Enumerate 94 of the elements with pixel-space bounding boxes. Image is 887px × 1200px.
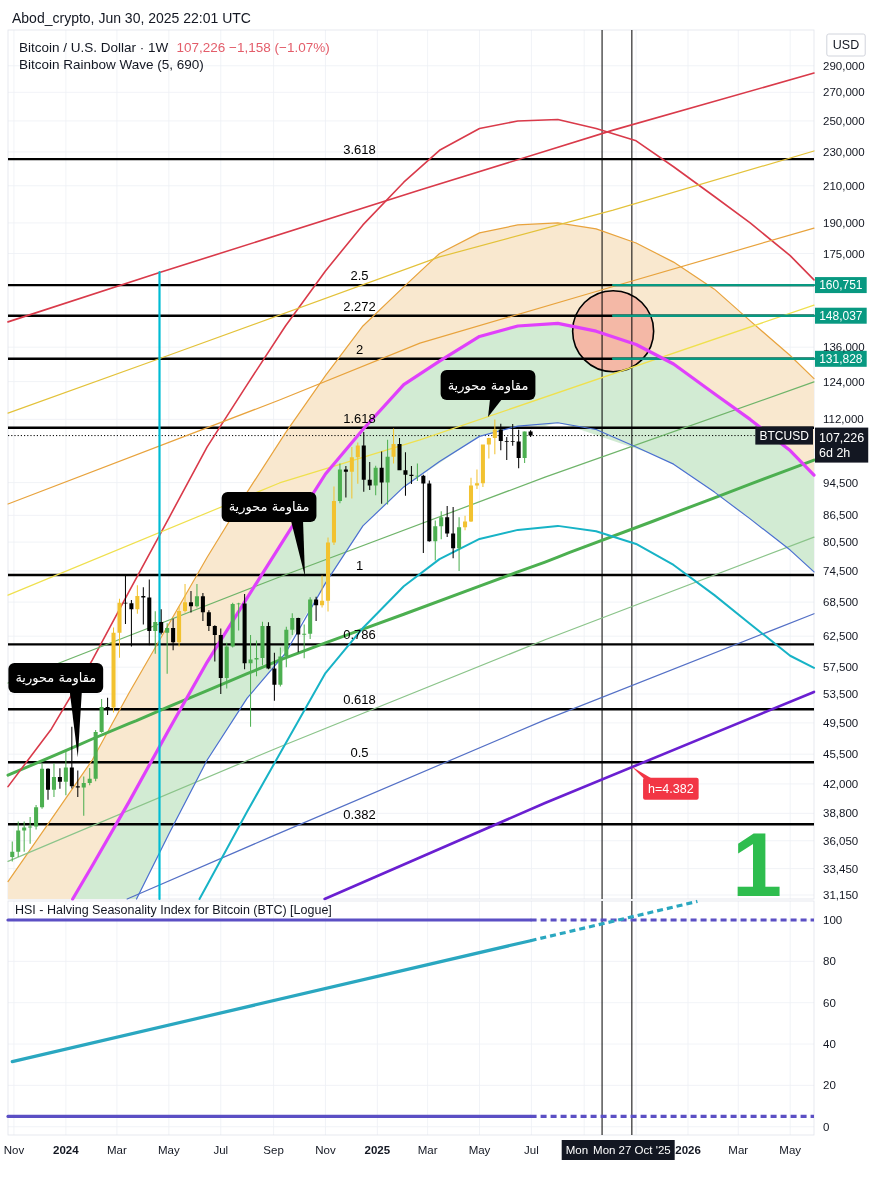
y-tick-label: 190,000 <box>823 216 865 229</box>
x-tick-label: Nov <box>315 1144 336 1156</box>
annotation: 3.618 <box>343 142 376 158</box>
y-tick-label: 57,500 <box>823 661 859 674</box>
candlestick <box>254 640 259 677</box>
annotation: مقاومة محورية <box>447 377 529 394</box>
y-tick-label: 68,500 <box>823 596 859 609</box>
text: 107,226 <box>819 430 865 445</box>
candlestick <box>415 463 420 481</box>
annotation: 0.5 <box>350 745 369 761</box>
y-tick-label: 250,000 <box>823 114 865 127</box>
data-label: 148,037 <box>819 308 863 323</box>
x-tick-label: Mar <box>728 1144 749 1156</box>
x-tick-label: May <box>779 1144 802 1156</box>
y-tick-label: 270,000 <box>823 86 865 99</box>
candlestick <box>474 469 479 490</box>
candlestick <box>28 817 33 844</box>
data-label: 131,828 <box>819 351 863 366</box>
y-tick-label: 45,500 <box>823 748 859 761</box>
annotation: 0.382 <box>343 807 376 823</box>
annotation: 2.272 <box>343 298 376 314</box>
y-tick-label: 60 <box>823 996 836 1009</box>
candlestick <box>421 474 426 553</box>
y-tick-label: 31,150 <box>823 889 859 902</box>
annotation: 2 <box>355 341 364 357</box>
y-tick-label: 36,050 <box>823 834 859 847</box>
candlestick <box>260 621 265 666</box>
data-label: 160,751 <box>819 278 863 293</box>
y-tick-label: 175,000 <box>823 247 865 260</box>
y-tick-label: 230,000 <box>823 145 865 158</box>
annotation: h=4.382 <box>648 781 694 796</box>
candlestick <box>75 770 80 798</box>
candlestick <box>403 452 408 496</box>
y-tick-label: 290,000 <box>823 59 865 72</box>
x-tick-label: Jul <box>213 1144 229 1156</box>
x-tick-label: Nov <box>3 1144 25 1156</box>
x-tick-label: Sep <box>263 1144 284 1156</box>
x-tick-label: Jul <box>524 1144 539 1156</box>
candlestick <box>165 623 170 674</box>
x-tick-label: Mar <box>417 1144 438 1156</box>
annotation: 1 <box>731 815 783 915</box>
text: Bitcoin Rainbow Wave (5, 690) <box>19 56 204 72</box>
y-tick-label: 40 <box>823 1038 836 1051</box>
candlestick <box>22 821 27 852</box>
candlestick <box>57 768 62 789</box>
text: 6d 2h <box>819 445 851 460</box>
candlestick <box>320 575 325 608</box>
annotation: مقاومة محورية <box>228 499 310 516</box>
annotation: 0.618 <box>343 692 376 708</box>
ref-line-label: Mon <box>565 1144 589 1156</box>
candlestick <box>141 587 146 625</box>
y-tick-label: 62,500 <box>823 630 859 643</box>
y-tick-label: 210,000 <box>823 179 865 192</box>
candlestick <box>397 438 402 471</box>
y-tick-label: 80,500 <box>823 536 859 549</box>
annotation: 1 <box>355 558 364 574</box>
y-tick-label: 124,000 <box>823 375 865 388</box>
chart-title: HSI - Halving Seasonality Index for Bitcoin (BTC) [Logue] <box>15 903 332 917</box>
line-series <box>198 524 815 900</box>
y-tick-label: 74,500 <box>823 564 859 577</box>
y-tick-label: 38,800 <box>823 807 859 820</box>
ref-line-label: BTCUSD <box>759 428 810 443</box>
x-tick-label: 2024 <box>53 1144 80 1156</box>
candlestick <box>117 598 122 658</box>
y-tick-label: 33,450 <box>823 862 859 875</box>
y-tick-label: 0 <box>823 1120 830 1133</box>
ref-line-label: Mon 27 Oct '25 <box>593 1144 671 1156</box>
candlestick <box>248 635 253 727</box>
y-tick-label: 42,000 <box>823 777 859 790</box>
candlestick <box>504 437 509 461</box>
y-tick-label: 80 <box>823 955 836 968</box>
text: Abod_crypto, Jun 30, 2025 22:01 UTC <box>12 10 251 26</box>
x-tick-label: Mar <box>107 1144 128 1156</box>
y-tick-label: 49,500 <box>823 716 859 729</box>
line-series <box>7 304 815 596</box>
annotation: 2.5 <box>350 268 369 284</box>
x-tick-label: May <box>157 1144 180 1156</box>
candlestick <box>302 624 307 659</box>
x-tick-label: 2025 <box>364 1144 391 1156</box>
y-tick-label: 20 <box>823 1079 836 1092</box>
y-tick-label: 94,500 <box>823 476 859 489</box>
y-tick-label: 86,500 <box>823 509 859 522</box>
x-tick-label: 2026 <box>675 1144 701 1156</box>
annotation: 107,226 −1,158 (−1.07%) <box>176 39 330 55</box>
y-axis-title: USD <box>832 38 860 52</box>
y-tick-label: 136,000 <box>823 341 865 354</box>
candlestick <box>343 466 348 498</box>
x-tick-label: May <box>468 1144 491 1156</box>
annotation: مقاومة محورية <box>15 670 97 687</box>
candlestick <box>81 776 86 816</box>
y-tick-label: 100 <box>823 914 843 927</box>
text: Bitcoin / U.S. Dollar · 1W <box>19 39 169 55</box>
y-tick-label: 53,500 <box>823 688 859 701</box>
y-tick-label: 112,000 <box>823 413 864 426</box>
